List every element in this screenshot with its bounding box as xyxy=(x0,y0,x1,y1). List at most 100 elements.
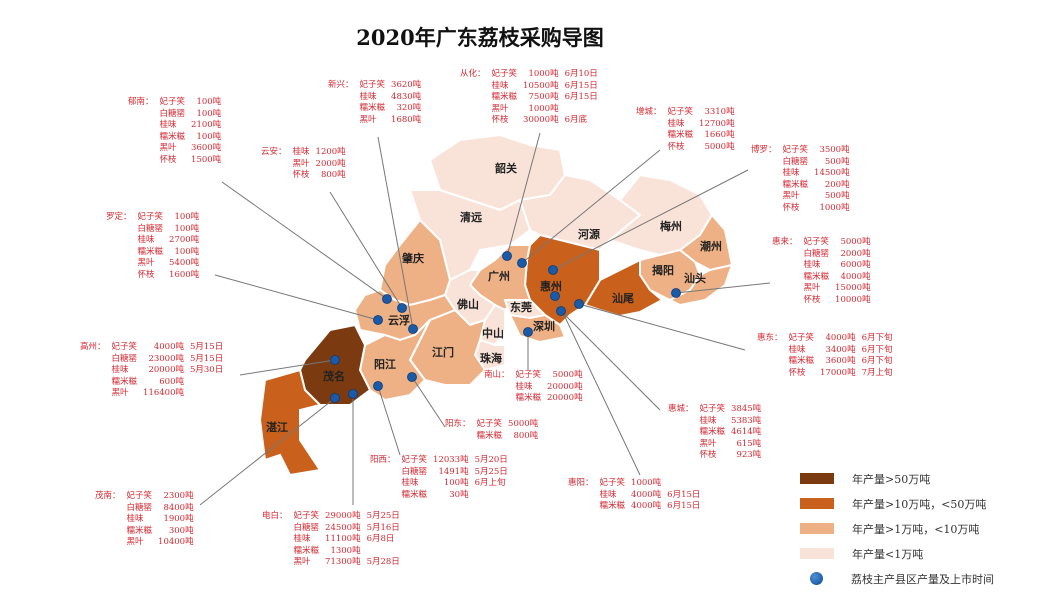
city-label: 阳江 xyxy=(374,357,396,371)
county-name xyxy=(95,526,121,538)
county-marker xyxy=(550,291,560,301)
callout-line xyxy=(199,397,336,506)
city-label: 珠海 xyxy=(480,351,502,365)
city-label: 茂名 xyxy=(323,369,345,383)
amount: 20000吨 xyxy=(547,393,583,403)
market-date: 5月25日 xyxy=(474,466,508,477)
callout-line xyxy=(560,310,661,411)
variety: 糯米糍 xyxy=(699,427,726,437)
county-marker xyxy=(502,251,512,261)
county-name xyxy=(568,501,594,513)
variety: 桂味 xyxy=(667,118,685,129)
variety: 糯米糍 xyxy=(788,356,815,366)
market-date: 6月10日 xyxy=(564,69,598,79)
amount: 3600吨 xyxy=(191,143,222,153)
variety: 妃子笑 xyxy=(293,511,320,521)
county-annotation: 惠来： 妃子笑 5000吨 白糖罂 2000吨 桂味 6000吨 糯米糍 4000吨 黑叶 1500… xyxy=(772,237,877,306)
amount: 4000吨 xyxy=(825,333,856,343)
region-汕头 xyxy=(667,263,734,307)
variety: 黑叶 xyxy=(359,114,377,125)
legend-label: 年产量>1万吨，<10万吨 xyxy=(852,522,980,536)
county-name xyxy=(668,427,694,439)
county-name xyxy=(757,356,783,368)
amount: 923吨 xyxy=(736,450,762,460)
county-annotation: 高州： 妃子笑 4000吨 5月15日 白糖罂 23000吨 5月15日 桂味 20000吨 5月… xyxy=(80,342,223,400)
callout-line xyxy=(552,169,749,271)
variety: 妃子笑 xyxy=(137,212,164,222)
county-name xyxy=(128,132,154,144)
variety: 黑叶 xyxy=(292,158,310,169)
county-name xyxy=(106,235,132,247)
city-label: 广州 xyxy=(488,269,510,283)
legend-label: 年产量>50万吨 xyxy=(852,472,931,486)
county-name xyxy=(460,115,486,127)
amount: 6000吨 xyxy=(840,260,871,270)
county-name xyxy=(751,157,777,169)
amount: 1200吨 xyxy=(315,147,346,157)
market-date: 6月上旬 xyxy=(474,478,506,488)
amount: 1660吨 xyxy=(704,130,735,140)
county-marker xyxy=(373,315,383,325)
variety: 妃子笑 xyxy=(699,404,726,414)
variety: 怀枝 xyxy=(491,115,509,125)
amount: 7500吨 xyxy=(528,92,559,102)
region-潮州 xyxy=(678,213,734,272)
market-date: 5月16日 xyxy=(366,522,400,533)
variety: 糯米糍 xyxy=(111,376,138,387)
county-name xyxy=(484,382,510,394)
amount: 4614吨 xyxy=(731,427,762,437)
county-name xyxy=(445,431,471,443)
county-name xyxy=(772,260,798,272)
variety: 糯米糍 xyxy=(401,489,428,500)
market-date: 6月下旬 xyxy=(861,333,893,343)
amount: 600吨 xyxy=(159,376,184,387)
market-date: 6月下旬 xyxy=(861,344,893,355)
variety: 妃子笑 xyxy=(359,80,386,90)
amount: 4000吨 xyxy=(631,489,662,500)
amount: 1000吨 xyxy=(631,478,662,488)
county-name xyxy=(262,557,288,569)
county-name xyxy=(751,180,777,192)
amount: 1491吨 xyxy=(438,466,469,477)
callout-line xyxy=(221,181,388,300)
county-name xyxy=(80,388,106,400)
variety: 妃子笑 xyxy=(515,370,542,380)
county-name xyxy=(636,130,662,142)
legend-label: 年产量<1万吨 xyxy=(852,547,924,561)
county-name xyxy=(261,159,287,171)
amount: 100吨 xyxy=(196,131,222,142)
county-name: 电白： xyxy=(262,511,288,521)
amount: 30000吨 xyxy=(523,115,559,125)
variety: 妃子笑 xyxy=(159,97,186,107)
county-name xyxy=(95,537,121,549)
county-annotation: 南山： 妃子笑 5000吨 桂味 20000吨 糯米糍 20000吨 xyxy=(484,370,589,405)
county-marker xyxy=(382,294,392,304)
amount: 10000吨 xyxy=(835,294,871,305)
legend-item: 年产量>10万吨，<50万吨 xyxy=(800,491,994,516)
amount: 300吨 xyxy=(168,525,194,536)
amount: 116400吨 xyxy=(143,388,184,398)
county-name xyxy=(106,258,132,270)
market-date xyxy=(565,104,598,116)
variety: 怀枝 xyxy=(292,170,310,180)
variety: 白糖罂 xyxy=(803,248,830,259)
variety: 糯米糍 xyxy=(803,271,830,282)
city-label: 佛山 xyxy=(456,297,479,311)
city-label: 中山 xyxy=(482,326,504,340)
county-name xyxy=(772,272,798,284)
amount: 800吨 xyxy=(320,170,346,180)
variety: 怀枝 xyxy=(667,141,685,152)
market-date: 7月上旬 xyxy=(861,367,893,378)
city-label: 揭阳 xyxy=(652,263,674,277)
county-name: 南山： xyxy=(484,370,510,380)
variety: 妃子笑 xyxy=(599,478,626,488)
variety: 怀枝 xyxy=(782,202,800,213)
county-name xyxy=(757,368,783,380)
amount: 500吨 xyxy=(824,156,850,167)
callout-line xyxy=(377,136,414,330)
amount: 5000吨 xyxy=(840,237,871,247)
market-date xyxy=(475,490,508,502)
variety: 糯米糍 xyxy=(782,179,809,190)
county-annotation: 惠东： 妃子笑 4000吨 6月下旬 桂味 3400吨 6月下旬 糯米糍 3600吨 6月下旬 怀枝… xyxy=(757,333,893,379)
amount: 8400吨 xyxy=(163,502,194,513)
